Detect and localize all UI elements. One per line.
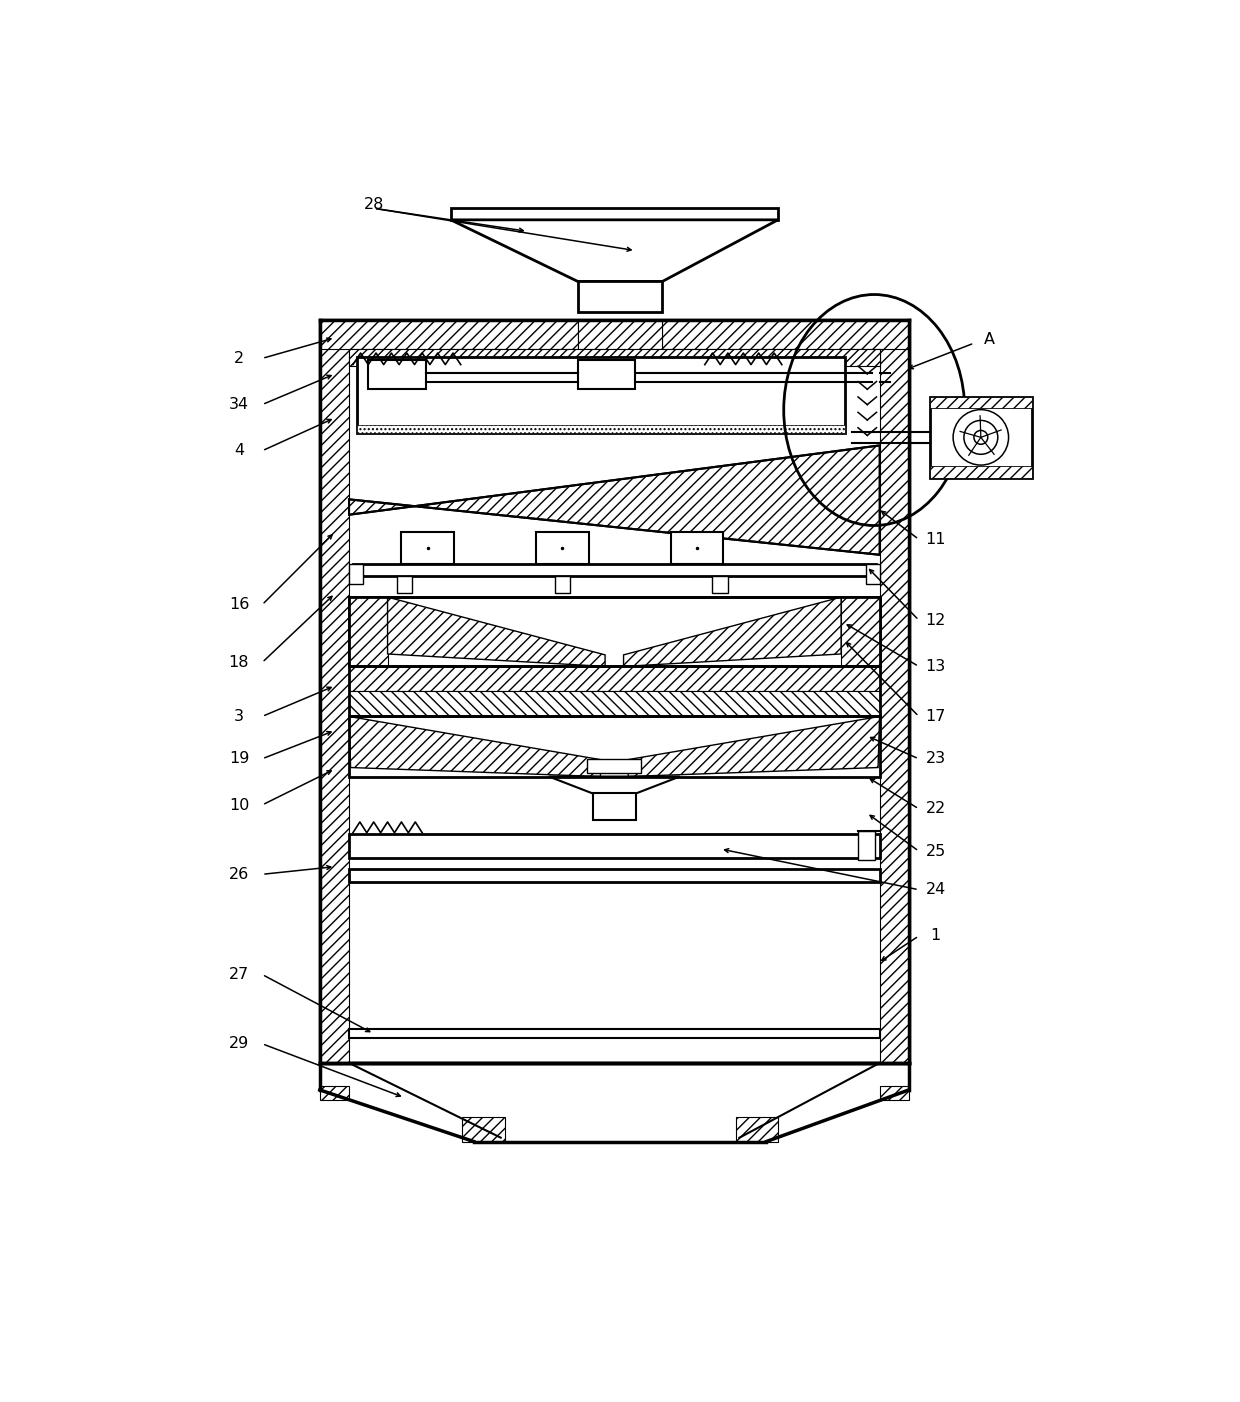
Bar	[578, 360, 635, 390]
Text: 10: 10	[228, 798, 249, 813]
Text: 27: 27	[229, 967, 249, 981]
Bar	[397, 576, 412, 593]
Bar	[320, 1087, 350, 1101]
Text: 4: 4	[234, 443, 244, 458]
Bar	[350, 834, 879, 858]
Bar	[735, 1117, 777, 1141]
Bar	[368, 360, 427, 390]
Bar	[350, 564, 363, 585]
Bar	[350, 597, 879, 666]
Polygon shape	[549, 777, 680, 794]
Bar	[350, 349, 879, 366]
Text: 34: 34	[229, 397, 249, 412]
Bar	[588, 758, 641, 773]
Text: 3: 3	[234, 709, 244, 723]
Bar	[350, 716, 879, 777]
Bar	[578, 320, 662, 349]
Text: 29: 29	[229, 1036, 249, 1052]
Text: 19: 19	[228, 751, 249, 767]
Polygon shape	[624, 597, 841, 666]
Bar	[866, 564, 879, 585]
Bar	[671, 531, 723, 564]
Bar	[320, 320, 909, 1063]
Text: 12: 12	[925, 613, 946, 628]
Bar	[350, 869, 879, 882]
Text: 24: 24	[926, 882, 946, 897]
Bar	[350, 597, 388, 666]
Text: 23: 23	[926, 751, 946, 767]
Bar	[536, 531, 589, 564]
Bar	[713, 576, 728, 593]
Bar	[350, 691, 879, 716]
Bar	[930, 397, 1032, 478]
Bar	[930, 467, 1032, 478]
Text: 2: 2	[234, 350, 244, 366]
Bar	[858, 831, 875, 861]
Bar	[353, 564, 875, 576]
Bar	[578, 282, 662, 313]
Bar	[357, 425, 844, 433]
Text: 11: 11	[925, 531, 946, 547]
Bar	[879, 320, 909, 1063]
Bar	[841, 597, 879, 666]
Text: A: A	[985, 332, 996, 346]
Bar	[554, 576, 570, 593]
Polygon shape	[350, 716, 600, 777]
Text: 16: 16	[228, 597, 249, 613]
Bar	[350, 666, 879, 716]
Bar	[402, 531, 454, 564]
Text: 22: 22	[926, 802, 946, 816]
Polygon shape	[388, 597, 605, 666]
Bar	[662, 320, 909, 349]
Text: 13: 13	[926, 659, 946, 674]
Bar	[350, 597, 879, 666]
Bar	[450, 209, 777, 220]
Bar	[320, 320, 350, 1063]
Bar	[357, 358, 844, 433]
Polygon shape	[629, 716, 879, 777]
Text: 28: 28	[363, 196, 384, 212]
Bar	[320, 320, 578, 349]
Text: 25: 25	[926, 844, 946, 859]
Polygon shape	[450, 220, 777, 282]
Text: 17: 17	[925, 709, 946, 723]
Bar	[930, 397, 1032, 408]
Polygon shape	[350, 446, 879, 555]
Text: 1: 1	[931, 928, 941, 944]
Text: 26: 26	[229, 866, 249, 882]
Text: 18: 18	[228, 655, 249, 670]
Bar	[463, 1117, 505, 1141]
Bar	[350, 1029, 879, 1039]
Bar	[593, 794, 636, 820]
Bar	[879, 1087, 909, 1101]
Bar	[350, 666, 879, 691]
